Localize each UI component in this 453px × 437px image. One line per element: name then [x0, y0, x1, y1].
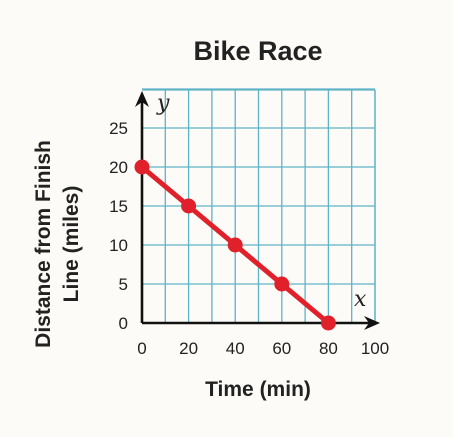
x-axis-title: Time (min) — [205, 378, 311, 401]
y-tick-label: 0 — [119, 314, 128, 333]
y-tick-label: 10 — [109, 236, 128, 255]
y-tick-label: 15 — [109, 197, 128, 216]
x-tick-label: 80 — [319, 339, 338, 358]
grid — [142, 88, 376, 323]
tick-labels: 0 20 40 60 80 100 0 5 10 15 20 25 — [109, 119, 389, 358]
y-tick-label: 5 — [119, 275, 128, 294]
x-tick-label: 0 — [137, 339, 146, 358]
data-point — [181, 198, 197, 214]
data-point — [227, 237, 243, 253]
data-point — [134, 159, 150, 175]
y-tick-label: 20 — [109, 158, 128, 177]
x-tick-label: 40 — [226, 339, 245, 358]
x-axis-arrow — [364, 316, 380, 330]
y-axis-arrow — [135, 91, 149, 107]
y-axis-title: Distance from Finish Line (miles) — [32, 140, 83, 348]
data-point — [320, 315, 336, 331]
axes — [135, 91, 380, 330]
y-axis-title-line-2: Line (miles) — [60, 186, 83, 303]
data-point — [274, 276, 290, 292]
x-tick-label: 60 — [272, 339, 291, 358]
data-series — [134, 159, 336, 331]
x-axis-letter: x — [354, 287, 367, 312]
chart-title: Bike Race — [193, 36, 322, 66]
y-tick-label: 25 — [109, 119, 128, 138]
y-axis-letter: y — [156, 91, 170, 116]
y-axis-title-line-1: Distance from Finish — [32, 140, 55, 348]
x-tick-label: 100 — [361, 339, 389, 358]
x-tick-label: 20 — [179, 339, 198, 358]
